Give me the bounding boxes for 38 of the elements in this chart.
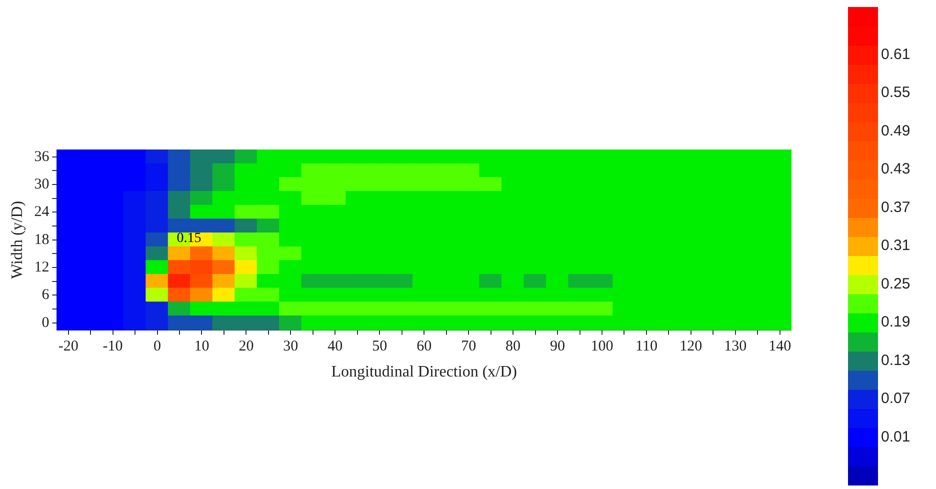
x-tick-label: 120 [680, 338, 702, 355]
annotation: 0.15 [176, 230, 202, 246]
y-tick-label: 0 [42, 314, 50, 331]
color-bar-label: 0.13 [881, 352, 910, 369]
color-bar-label: 0.61 [881, 46, 910, 63]
color-bar-label: 0.01 [881, 428, 910, 446]
y-tick-label: 12 [34, 260, 50, 276]
color-bar-label: 0.55 [881, 84, 910, 102]
y-tick-label: 18 [34, 232, 50, 248]
color-bar-label: 0.37 [881, 198, 910, 216]
x-tick-label: 10 [194, 338, 210, 355]
color-bar-label: 0.43 [881, 160, 910, 178]
x-tick-label: 30 [283, 338, 298, 355]
x-tick-label: 90 [550, 338, 566, 355]
y-tick-label: 30 [34, 176, 50, 193]
color-bar-label: 0.19 [881, 314, 910, 331]
color-bar-label: 0.07 [881, 390, 910, 408]
x-tick-label: 60 [416, 338, 432, 355]
x-axis-title: Longitudinal Direction (x/D) [331, 364, 517, 381]
y-axis-title: Width (y/D) [8, 200, 26, 279]
color-bar-label: 0.49 [881, 122, 910, 140]
x-tick-label: 20 [238, 338, 254, 355]
x-tick-label: -20 [58, 338, 78, 355]
y-tick-label: 24 [34, 204, 50, 220]
color-bar-label: 0.25 [881, 275, 910, 292]
x-tick-label: 0 [154, 338, 162, 355]
color-bar-label: 0.31 [881, 237, 910, 254]
y-tick-label: 6 [42, 287, 50, 304]
x-tick-label: 130 [724, 338, 747, 355]
x-tick-label: 70 [461, 338, 476, 355]
x-tick-label: 40 [328, 338, 343, 355]
y-tick-label: 36 [34, 148, 50, 165]
x-tick-label: 110 [635, 338, 658, 355]
x-tick-label: 140 [768, 338, 792, 355]
x-tick-label: 50 [372, 338, 388, 355]
x-tick-label: 80 [506, 338, 521, 355]
x-tick-label: 100 [590, 338, 614, 355]
x-tick-label: -10 [102, 338, 123, 355]
